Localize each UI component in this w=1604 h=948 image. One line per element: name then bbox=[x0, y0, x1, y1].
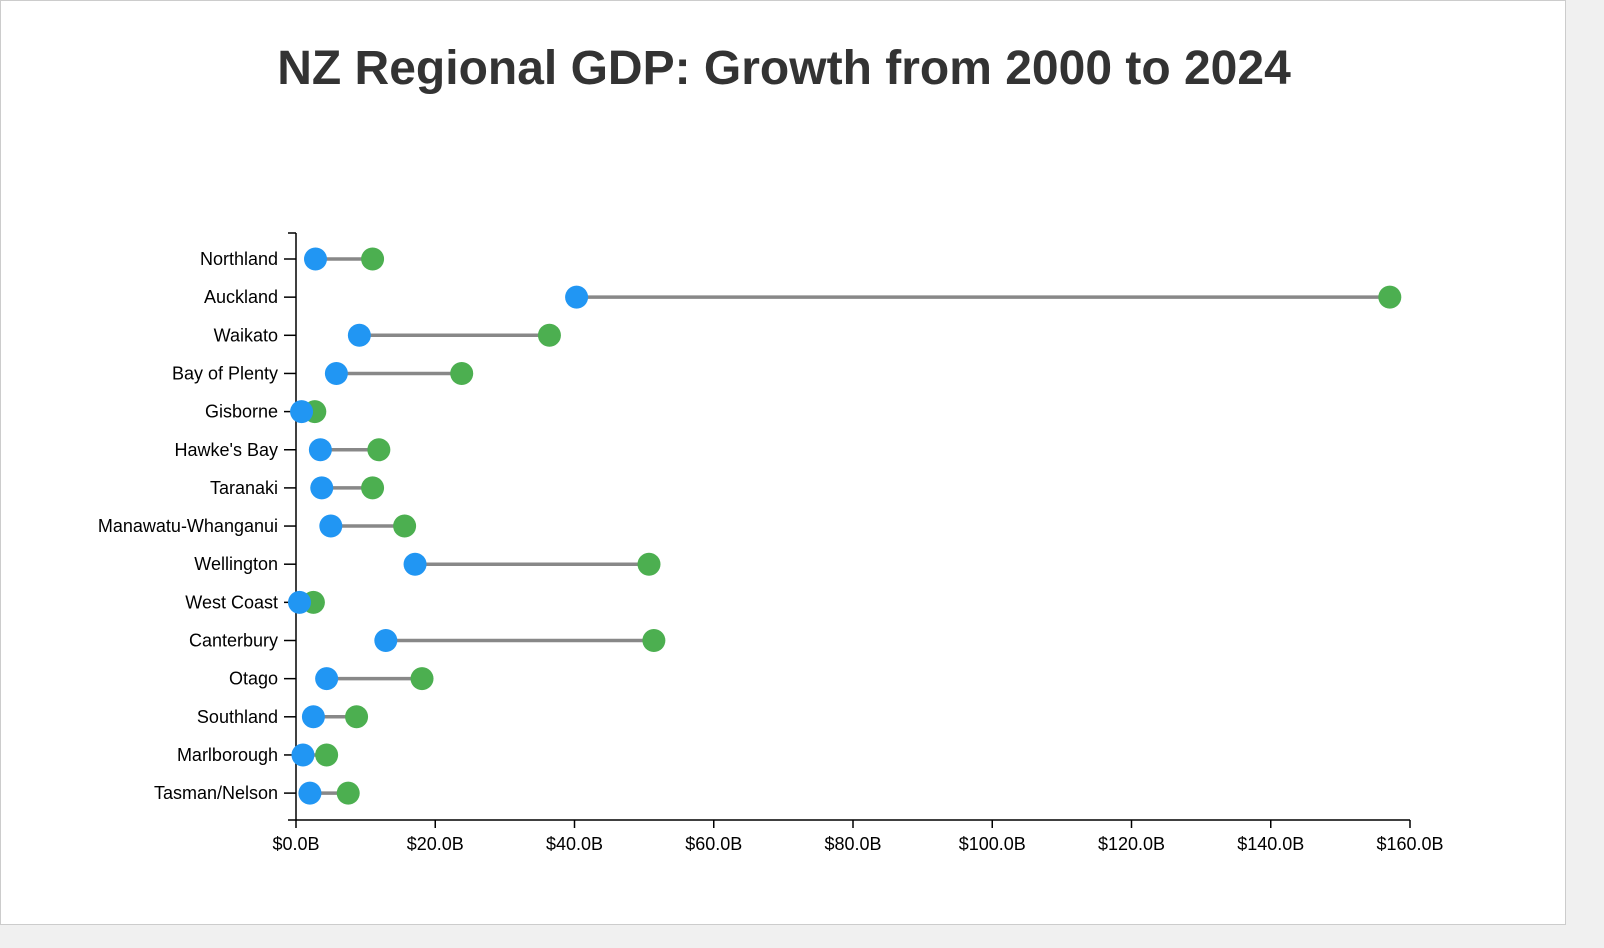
point-2024-bay-of-plenty bbox=[450, 361, 474, 385]
point-2000-bay-of-plenty bbox=[324, 361, 348, 385]
point-2024-southland bbox=[345, 705, 369, 729]
point-2024-waikato bbox=[537, 323, 561, 347]
x-tick-label: $40.0B bbox=[546, 834, 603, 854]
point-2000-canterbury bbox=[374, 629, 398, 652]
point-2024-tasman-nelson bbox=[336, 781, 360, 805]
x-tick-label: $160.0B bbox=[1376, 834, 1443, 854]
y-tick-label-hawke-s-bay: Hawke's Bay bbox=[175, 440, 278, 460]
y-tick-label-waikato: Waikato bbox=[214, 325, 278, 345]
y-tick-label-gisborne: Gisborne bbox=[205, 402, 278, 422]
x-axis: $0.0B $20.0B $40.0B $60.0B $80.0B $100.0B $120… bbox=[272, 819, 1444, 854]
point-2000-wellington bbox=[403, 552, 427, 576]
point-2024-auckland bbox=[1378, 285, 1402, 309]
point-2024-northland bbox=[361, 247, 385, 271]
y-tick-label-auckland: Auckland bbox=[204, 287, 278, 307]
x-tick-label: $20.0B bbox=[407, 834, 464, 854]
point-2024-wellington bbox=[637, 552, 661, 576]
point-2000-west-coast bbox=[287, 590, 311, 614]
y-tick-label-west-coast: West Coast bbox=[185, 592, 278, 612]
y-tick-label-taranaki: Taranaki bbox=[210, 478, 278, 498]
points bbox=[287, 247, 1402, 805]
point-2000-tasman-nelson bbox=[298, 781, 322, 805]
y-tick-label-otago: Otago bbox=[229, 669, 278, 689]
y-axis: Northland Auckland Waikato Bay of Plenty Gis… bbox=[98, 232, 297, 821]
y-tick-label-tasman-nelson: Tasman/Nelson bbox=[154, 783, 278, 803]
x-tick-label: $100.0B bbox=[959, 834, 1026, 854]
x-tick-label: $80.0B bbox=[824, 834, 881, 854]
point-2024-canterbury bbox=[642, 629, 666, 652]
point-2000-marlborough bbox=[291, 743, 315, 767]
x-tick-label: $60.0B bbox=[685, 834, 742, 854]
dumbbell-chart: $0.0B $20.0B $40.0B $60.0B $80.0B $100.0B $120… bbox=[98, 232, 1444, 854]
y-tick-label-manawatu-whanganui: Manawatu-Whanganui bbox=[98, 516, 278, 536]
chart-title: NZ Regional GDP: Growth from 2000 to 202… bbox=[277, 42, 1291, 95]
chart-frame: NZ Regional GDP: Growth from 2000 to 202… bbox=[0, 0, 1566, 925]
point-2000-southland bbox=[301, 705, 325, 729]
point-2000-hawke-s-bay bbox=[308, 438, 332, 462]
x-tick-label: $0.0B bbox=[272, 834, 319, 854]
point-2000-otago bbox=[315, 667, 339, 691]
connectors bbox=[299, 257, 1390, 795]
x-tick-label: $120.0B bbox=[1098, 834, 1165, 854]
y-tick-label-wellington: Wellington bbox=[194, 554, 278, 574]
y-tick-label-canterbury: Canterbury bbox=[189, 631, 278, 651]
point-2024-marlborough bbox=[315, 743, 339, 767]
y-tick-label-bay-of-plenty: Bay of Plenty bbox=[172, 363, 278, 383]
point-2000-gisborne bbox=[290, 400, 314, 424]
point-2000-manawatu-whanganui bbox=[319, 514, 343, 538]
point-2024-taranaki bbox=[361, 476, 385, 500]
y-tick-label-southland: Southland bbox=[197, 707, 278, 727]
point-2024-manawatu-whanganui bbox=[393, 514, 417, 538]
point-2000-auckland bbox=[565, 285, 589, 309]
y-tick-label-northland: Northland bbox=[200, 249, 278, 269]
x-tick-label: $140.0B bbox=[1237, 834, 1304, 854]
point-2024-otago bbox=[410, 667, 434, 691]
point-2000-waikato bbox=[347, 323, 371, 347]
point-2000-taranaki bbox=[310, 476, 334, 500]
y-tick-label-marlborough: Marlborough bbox=[177, 745, 278, 765]
point-2000-northland bbox=[303, 247, 327, 271]
point-2024-hawke-s-bay bbox=[367, 438, 391, 462]
